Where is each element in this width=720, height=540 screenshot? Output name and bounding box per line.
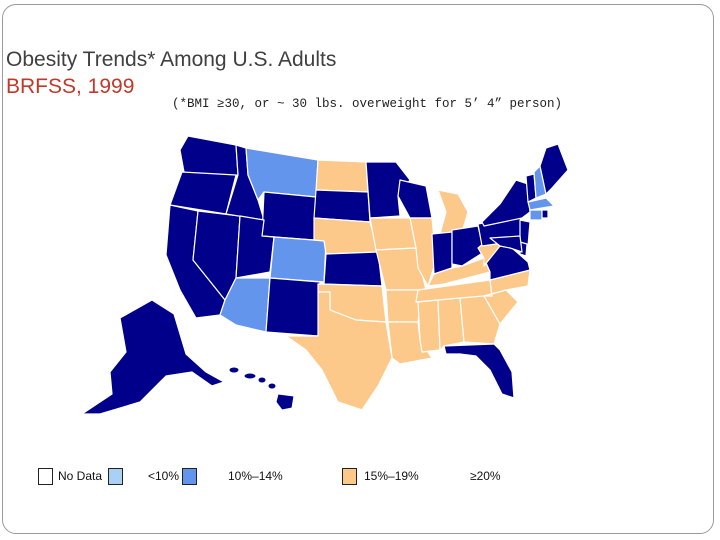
legend-swatch-no-data xyxy=(38,468,53,485)
legend-swatch-10-14 xyxy=(182,468,197,485)
state-ia xyxy=(369,217,417,251)
state-ct xyxy=(529,209,543,221)
state-in xyxy=(431,231,453,275)
state-ky xyxy=(427,257,491,287)
bmi-footnote: (*BMI ≥30, or ~ 30 lbs. overweight for 5… xyxy=(172,97,563,111)
state-la xyxy=(387,321,433,365)
legend: No Data <10% 10%–14% 15%–19% ≥20% xyxy=(36,466,676,488)
state-md xyxy=(489,235,523,253)
state-nj xyxy=(519,219,531,247)
slide-frame xyxy=(2,4,714,534)
state-hi xyxy=(228,366,295,411)
state-mt xyxy=(245,147,319,201)
state-al xyxy=(437,297,465,351)
slide-title: Obesity Trends* Among U.S. Adults xyxy=(6,48,337,71)
legend-label-no-data: No Data xyxy=(58,469,103,483)
legend-swatch-lt10 xyxy=(108,468,123,485)
state-ri xyxy=(541,209,549,219)
legend-label-10-14: 10%–14% xyxy=(228,469,283,483)
state-mi xyxy=(437,189,469,235)
state-ma xyxy=(527,197,555,211)
state-wi xyxy=(397,179,433,219)
state-me xyxy=(539,143,569,195)
state-tx xyxy=(285,291,393,411)
legend-label-lt10: <10% xyxy=(148,469,180,483)
state-sd xyxy=(313,189,371,223)
state-ga xyxy=(459,295,501,345)
state-ks xyxy=(323,251,383,287)
state-co xyxy=(269,236,327,283)
state-nd xyxy=(315,159,369,193)
legend-swatch-15-19 xyxy=(342,468,357,485)
state-oh xyxy=(451,225,485,267)
state-wa xyxy=(179,135,239,179)
state-ms xyxy=(417,299,441,353)
slide-source: BRFSS, 1999 xyxy=(6,75,135,98)
state-ak xyxy=(81,299,225,415)
state-fl xyxy=(443,343,515,399)
state-nm xyxy=(265,277,321,337)
state-wy xyxy=(261,191,317,241)
state-ny xyxy=(481,179,531,227)
legend-label-15-19: 15%–19% xyxy=(364,469,419,483)
legend-label-ge20: ≥20% xyxy=(470,469,501,483)
